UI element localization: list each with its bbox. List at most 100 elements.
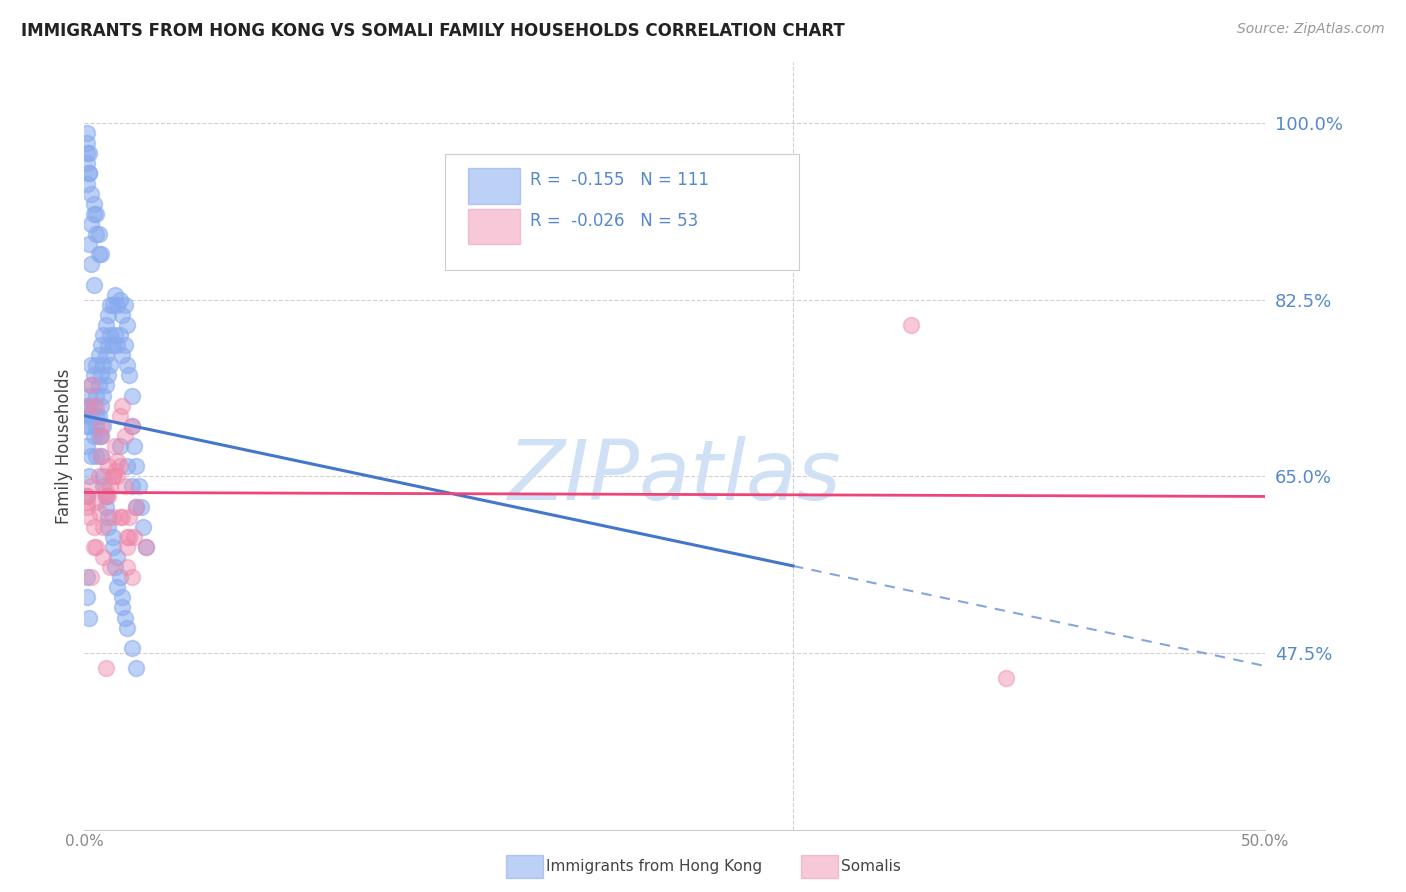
Point bbox=[111, 348, 134, 362]
Point bbox=[84, 418, 107, 433]
Point bbox=[76, 500, 98, 514]
Point bbox=[84, 227, 107, 241]
Point bbox=[76, 439, 98, 453]
Point bbox=[76, 399, 98, 413]
Point bbox=[101, 540, 124, 554]
Point bbox=[125, 661, 148, 675]
Point bbox=[111, 509, 134, 524]
Point bbox=[122, 530, 145, 544]
Point bbox=[115, 530, 138, 544]
Point bbox=[107, 549, 129, 564]
Point bbox=[90, 399, 112, 413]
Point bbox=[91, 388, 114, 402]
Point bbox=[84, 358, 107, 372]
Point bbox=[91, 418, 114, 433]
Point bbox=[108, 409, 131, 423]
Point bbox=[97, 490, 120, 504]
Point bbox=[87, 227, 110, 241]
Point bbox=[94, 318, 117, 332]
Point bbox=[84, 399, 107, 413]
Point bbox=[135, 540, 157, 554]
Point bbox=[97, 459, 120, 474]
Point bbox=[118, 530, 141, 544]
Point bbox=[87, 348, 110, 362]
Point bbox=[97, 308, 120, 322]
Text: Somalis: Somalis bbox=[841, 859, 901, 873]
Point bbox=[94, 490, 117, 504]
Point bbox=[84, 207, 107, 221]
Point bbox=[94, 490, 117, 504]
Point bbox=[83, 207, 105, 221]
Point bbox=[111, 600, 134, 615]
Y-axis label: Family Households: Family Households bbox=[55, 368, 73, 524]
Point bbox=[76, 490, 98, 504]
Point bbox=[135, 540, 157, 554]
Point bbox=[75, 418, 97, 433]
Point bbox=[90, 429, 112, 443]
Point bbox=[77, 237, 100, 252]
Point bbox=[77, 146, 100, 161]
Text: IMMIGRANTS FROM HONG KONG VS SOMALI FAMILY HOUSEHOLDS CORRELATION CHART: IMMIGRANTS FROM HONG KONG VS SOMALI FAMI… bbox=[21, 22, 845, 40]
Point bbox=[83, 399, 105, 413]
Point bbox=[77, 399, 100, 413]
Point bbox=[80, 409, 103, 423]
Point bbox=[90, 449, 112, 463]
Point bbox=[80, 570, 103, 584]
Point bbox=[90, 247, 112, 261]
Point bbox=[122, 439, 145, 453]
Point bbox=[77, 388, 100, 402]
Point bbox=[80, 217, 103, 231]
FancyBboxPatch shape bbox=[468, 209, 520, 244]
Point bbox=[115, 560, 138, 574]
Point bbox=[125, 500, 148, 514]
Point bbox=[87, 247, 110, 261]
Point bbox=[994, 671, 1017, 685]
Point bbox=[98, 560, 121, 574]
Point bbox=[111, 591, 134, 605]
Point bbox=[108, 570, 131, 584]
Point bbox=[121, 640, 143, 655]
Point bbox=[94, 661, 117, 675]
Point bbox=[91, 520, 114, 534]
Point bbox=[76, 146, 98, 161]
Point bbox=[107, 298, 129, 312]
Point bbox=[77, 469, 100, 483]
Point bbox=[80, 378, 103, 392]
Point bbox=[87, 429, 110, 443]
Point bbox=[77, 166, 100, 180]
Point bbox=[98, 358, 121, 372]
Point bbox=[114, 429, 136, 443]
Point bbox=[107, 338, 129, 352]
Point bbox=[76, 591, 98, 605]
Point bbox=[121, 570, 143, 584]
Point bbox=[114, 479, 136, 493]
Point bbox=[94, 500, 117, 514]
Point bbox=[125, 459, 148, 474]
Point bbox=[91, 549, 114, 564]
Point bbox=[87, 409, 110, 423]
Point bbox=[77, 418, 100, 433]
Point bbox=[80, 257, 103, 271]
Point bbox=[115, 358, 138, 372]
Point bbox=[87, 505, 110, 519]
Point bbox=[76, 490, 98, 504]
Point bbox=[83, 520, 105, 534]
Point bbox=[90, 429, 112, 443]
Point bbox=[114, 610, 136, 624]
Point bbox=[94, 348, 117, 362]
Point bbox=[121, 418, 143, 433]
Point bbox=[115, 318, 138, 332]
Point bbox=[107, 580, 129, 594]
Point bbox=[76, 156, 98, 170]
Point bbox=[108, 328, 131, 343]
Text: Immigrants from Hong Kong: Immigrants from Hong Kong bbox=[546, 859, 762, 873]
Point bbox=[76, 177, 98, 191]
Point bbox=[80, 378, 103, 392]
FancyBboxPatch shape bbox=[444, 154, 799, 269]
Point bbox=[101, 338, 124, 352]
Point bbox=[115, 621, 138, 635]
Point bbox=[104, 464, 127, 478]
Point bbox=[84, 409, 107, 423]
Point bbox=[101, 469, 124, 483]
Point bbox=[125, 500, 148, 514]
